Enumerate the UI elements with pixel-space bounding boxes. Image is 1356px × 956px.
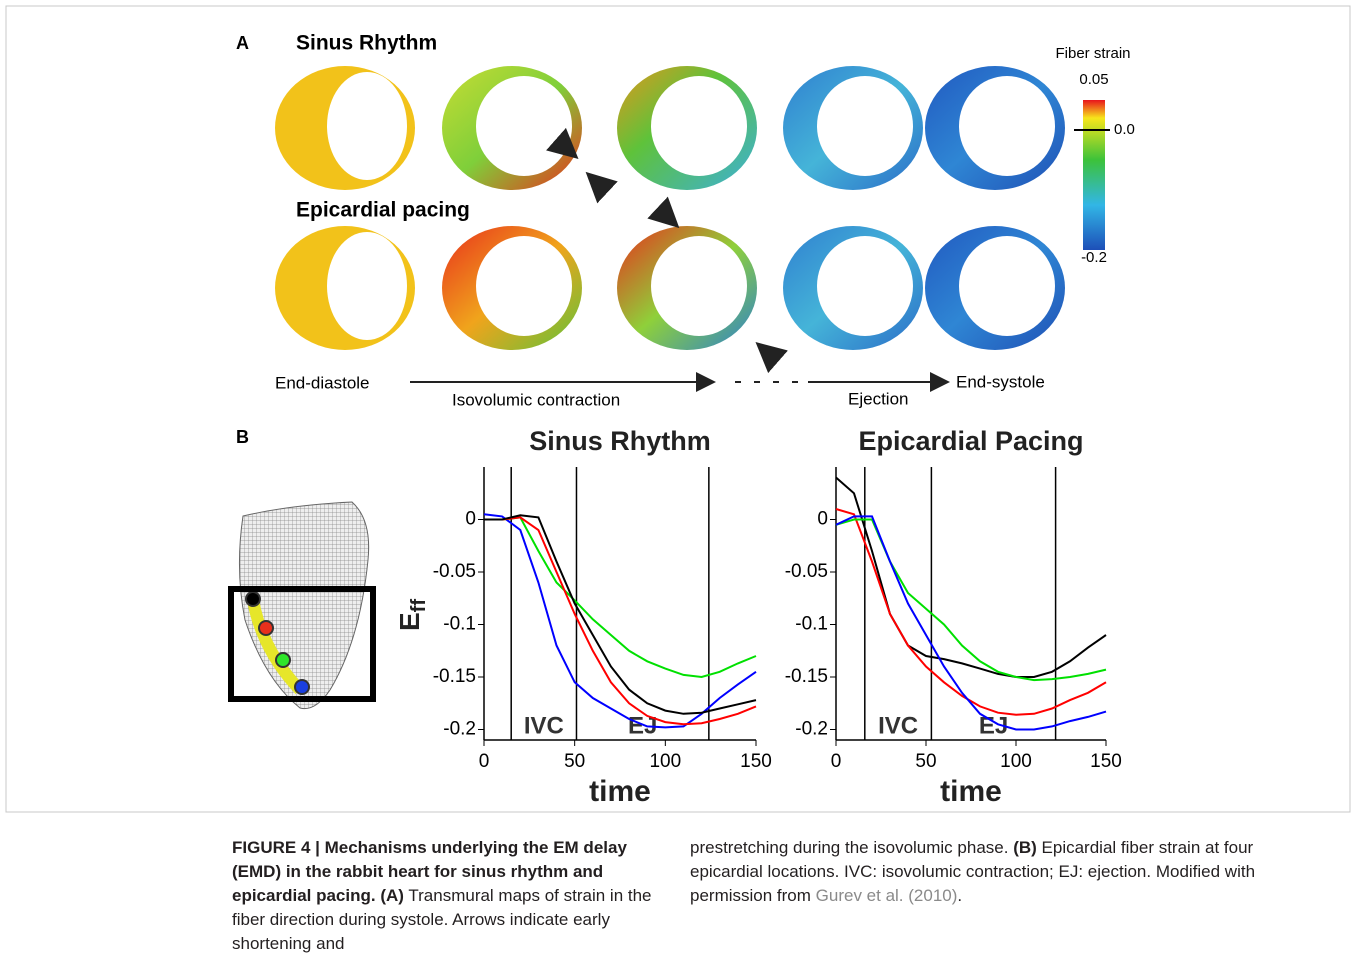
series-line <box>484 516 757 726</box>
chart-title: Sinus Rhythm <box>529 426 711 456</box>
panel-label: B <box>236 427 249 447</box>
colorbar-tick-label: 0.0 <box>1114 121 1135 138</box>
chart-title: Epicardial Pacing <box>858 426 1083 456</box>
y-tick-label: -0.15 <box>785 666 828 687</box>
colorbar <box>1083 100 1105 250</box>
y-tick-label: 0 <box>465 509 476 530</box>
series-line <box>835 518 1107 682</box>
series-line <box>835 508 1107 716</box>
citation[interactable]: Gurev et al. (2010) <box>815 886 958 905</box>
ring-cavity <box>476 236 572 336</box>
caption-left: FIGURE 4 | Mechanisms underlying the EM … <box>232 836 672 956</box>
x-tick-label: 0 <box>479 751 490 772</box>
colorbar-title: Fiber strain <box>1055 45 1130 62</box>
row-title: Sinus Rhythm <box>296 32 437 55</box>
caption-label: (B) <box>1013 838 1037 857</box>
y-tick-label: -0.05 <box>785 561 828 582</box>
caption-title: FIGURE 4 | Mechanisms underlying the EM … <box>232 838 627 905</box>
y-tick-label: -0.2 <box>443 719 476 740</box>
strain-maps <box>275 66 1065 350</box>
x-tick-label: 100 <box>649 751 681 772</box>
caption-text: . <box>957 886 963 905</box>
x-tick-label: 50 <box>915 751 936 772</box>
ring-cavity <box>817 236 913 336</box>
caption-text: prestretching during the isovolumic phas… <box>690 838 1009 857</box>
y-tick-label: -0.1 <box>443 614 476 635</box>
ring-cavity <box>959 76 1055 176</box>
x-tick-label: 50 <box>564 751 585 772</box>
ring-cavity <box>959 236 1055 336</box>
x-tick-label: 0 <box>831 751 842 772</box>
series-line <box>835 515 1107 731</box>
x-tick-label: 150 <box>740 751 772 772</box>
colorbar-tick-label: 0.05 <box>1079 71 1108 88</box>
phase-label: End-systole <box>956 372 1045 391</box>
phase-annotation: IVC <box>524 712 564 739</box>
y-axis-label-main: E <box>394 612 425 631</box>
series-line <box>835 476 1107 678</box>
page: A Sinus Rhythm Epicardial pacing Fiber s… <box>5 5 1351 953</box>
caption-label: (A) <box>380 886 404 905</box>
y-tick-label: -0.15 <box>433 666 476 687</box>
phase-annotation: IVC <box>878 712 918 739</box>
ring-cavity <box>476 76 572 176</box>
ring-cavity <box>817 76 913 176</box>
y-tick-label: -0.1 <box>795 614 828 635</box>
series-line <box>483 513 757 729</box>
colorbar-tick-label: -0.2 <box>1081 249 1107 266</box>
arrows <box>546 127 788 374</box>
x-axis-label: time <box>589 775 651 808</box>
ring-cavity <box>651 236 747 336</box>
y-axis-label: Eff <box>394 599 430 631</box>
series-line <box>484 514 757 715</box>
series-line <box>484 516 757 679</box>
panel-label: A <box>236 33 249 53</box>
phase-label: End-diastole <box>275 373 370 392</box>
ring-cavity <box>327 232 407 340</box>
frame <box>5 5 1351 813</box>
heart-model <box>228 501 376 710</box>
figure: A Sinus Rhythm Epicardial pacing Fiber s… <box>5 5 1351 813</box>
x-tick-label: 100 <box>1000 751 1032 772</box>
y-tick-label: 0 <box>817 509 828 530</box>
ring-cavity <box>327 72 407 180</box>
colorbar-ticks: 0.05 0.0 -0.2 <box>1074 71 1135 266</box>
caption-text: Epicardial fiber strain at four epicardi… <box>690 838 1256 905</box>
x-tick-label: 150 <box>1090 751 1122 772</box>
y-axis-label-sub: ff <box>408 599 430 613</box>
phase-label: Isovolumic contraction <box>452 390 620 409</box>
row-title: Epicardial pacing <box>296 199 470 222</box>
caption-right: prestretching during the isovolumic phas… <box>690 836 1330 908</box>
phase-label: Ejection <box>848 389 908 408</box>
y-tick-label: -0.2 <box>795 719 828 740</box>
ring-cavity <box>651 76 747 176</box>
x-axis-label: time <box>940 775 1002 808</box>
y-tick-label: -0.05 <box>433 561 476 582</box>
